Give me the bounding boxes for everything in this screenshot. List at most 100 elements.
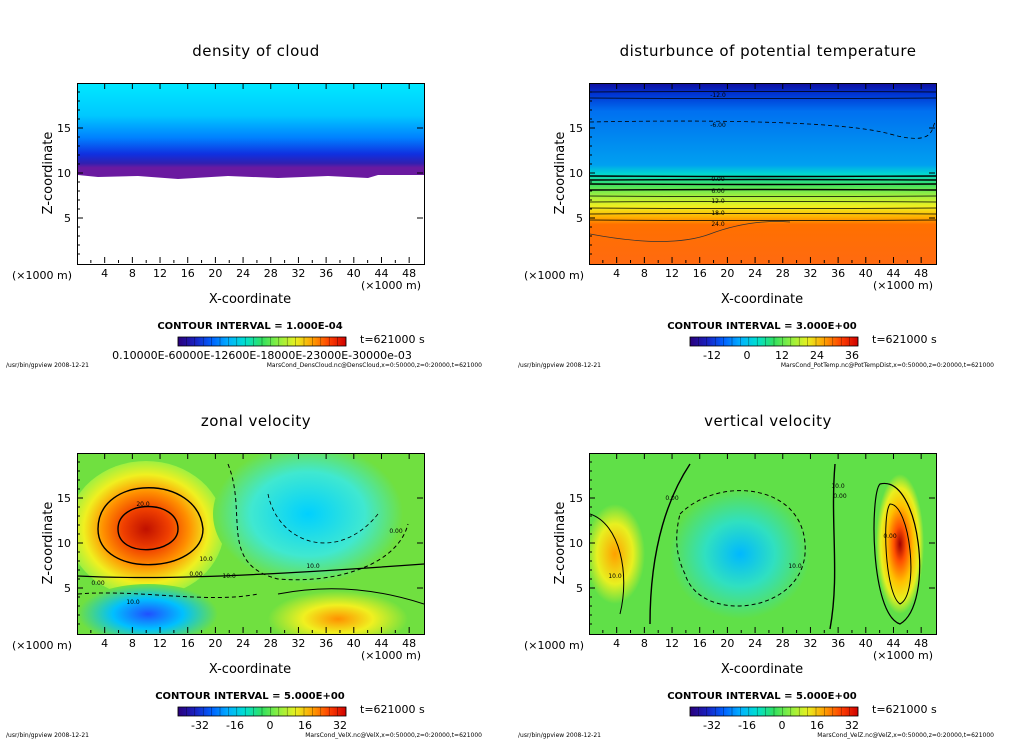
x-unit-left: (×1000 m) xyxy=(12,639,72,652)
updraft-region xyxy=(590,504,645,604)
contour-interval: CONTOUR INTERVAL = 5.000E+00 xyxy=(667,691,857,702)
x-tick-label: 4 xyxy=(613,637,620,650)
contour-interval: CONTOUR INTERVAL = 5.000E+00 xyxy=(155,691,345,702)
footer-right: MarsCond_DensCloud.nc@DensCloud,x=0:5000… xyxy=(267,362,482,369)
colorbar-tick-label: 24 xyxy=(810,349,824,362)
x-tick-label: 20 xyxy=(720,267,734,280)
x-tick-label: 12 xyxy=(153,637,167,650)
contour-label: 0.00 xyxy=(711,176,725,183)
time-label: t=621000 s xyxy=(872,703,937,716)
contour-line xyxy=(590,120,936,139)
colorbar-tick-label: 0 xyxy=(744,349,751,362)
colorbar-tick-label: -32 xyxy=(703,719,721,732)
time-label: t=621000 s xyxy=(872,333,937,346)
x-tick-label: 20 xyxy=(208,637,222,650)
contour-line xyxy=(590,195,936,197)
y-axis-label: Z-coordinate xyxy=(553,502,568,585)
x-tick-label: 16 xyxy=(693,637,707,650)
contour-label: 24.0 xyxy=(711,221,725,228)
x-tick-label: 48 xyxy=(914,267,928,280)
contour-line xyxy=(97,487,204,566)
contour-label: -12.0 xyxy=(710,92,726,99)
colorbar-tick-label: 0 xyxy=(267,719,274,732)
contour-line xyxy=(117,505,179,551)
x-unit-left: (×1000 m) xyxy=(524,639,584,652)
x-axis-label: X-coordinate xyxy=(209,292,291,307)
contour-line xyxy=(590,91,936,93)
x-tick-label: 24 xyxy=(236,267,250,280)
panel-title: vertical velocity xyxy=(704,412,832,430)
x-tick-label: 8 xyxy=(641,267,648,280)
panel-theta: disturbunce of potential temperature -12.… xyxy=(512,0,1024,370)
contour-line xyxy=(590,175,936,178)
contour-label: 12.0 xyxy=(711,198,725,205)
x-tick-label: 44 xyxy=(374,637,388,650)
contour-field: 20.0 10.0 0.00 10.0 0.00 -10.0 10.0 0.00 xyxy=(78,454,424,634)
y-tick-label: 10 xyxy=(569,167,583,180)
panel-title: density of cloud xyxy=(192,42,320,60)
contour-label: 6.00 xyxy=(711,188,725,195)
x-tick-label: 32 xyxy=(803,637,817,650)
contour-line xyxy=(590,213,936,215)
colorbar-tick-label: 32 xyxy=(845,719,859,732)
contour-line xyxy=(267,493,379,544)
contour-line xyxy=(590,219,936,221)
contour-label: 10.0 xyxy=(831,483,845,490)
footer-left: /usr/bin/gpview 2008-12-21 xyxy=(6,732,89,739)
y-axis-label: Z-coordinate xyxy=(553,132,568,215)
x-unit-right: (×1000 m) xyxy=(873,279,933,292)
x-tick-label: 24 xyxy=(236,637,250,650)
x-tick-label: 20 xyxy=(208,267,222,280)
contour-interval: CONTOUR INTERVAL = 3.000E+00 xyxy=(667,321,857,332)
contour-line xyxy=(590,207,936,209)
colorbar-tick-label: -16 xyxy=(226,719,244,732)
contour-label: -6.00 xyxy=(710,122,726,129)
x-tick-label: 28 xyxy=(776,267,790,280)
colorbar-tick-label: -16 xyxy=(738,719,756,732)
contour-line xyxy=(885,503,912,605)
x-tick-label: 36 xyxy=(831,267,845,280)
x-tick-label: 40 xyxy=(859,637,873,650)
x-tick-label: 48 xyxy=(914,637,928,650)
x-axis-label: X-coordinate xyxy=(721,662,803,677)
x-tick-label: 40 xyxy=(347,267,361,280)
plot-area: -12.0 -6.00 0.00 6.00 12.0 18.0 24.0 xyxy=(589,83,937,265)
y-tick-label: 5 xyxy=(64,582,71,595)
contour-interval: CONTOUR INTERVAL = 1.000E-04 xyxy=(157,321,342,332)
contour-line xyxy=(78,563,424,579)
x-tick-label: 28 xyxy=(776,637,790,650)
contour-label: 18.0 xyxy=(711,210,725,217)
contour-field xyxy=(78,84,424,264)
x-unit-right: (×1000 m) xyxy=(873,649,933,662)
x-tick-label: 8 xyxy=(641,637,648,650)
x-tick-label: 44 xyxy=(374,267,388,280)
theta-field xyxy=(590,84,936,264)
footer-right: MarsCond_VelX.nc@VelX,x=0:50000,z=0:2000… xyxy=(305,732,482,739)
contour-label: -10.0 xyxy=(220,573,236,580)
x-tick-label: 12 xyxy=(153,267,167,280)
cloud-layer xyxy=(78,84,424,174)
x-tick-label: 20 xyxy=(720,637,734,650)
contour-line xyxy=(873,483,921,625)
x-tick-label: 32 xyxy=(803,267,817,280)
y-tick-label: 5 xyxy=(64,212,71,225)
x-unit-left: (×1000 m) xyxy=(524,269,584,282)
x-tick-label: 44 xyxy=(886,267,900,280)
y-tick-label: 5 xyxy=(576,212,583,225)
panel-velz: vertical velocity 0.00 10.0 10.0 0.00 10.0 0.0… xyxy=(512,370,1024,740)
panel-velx: zonal velocity 20.0 10.0 0.00 10.0 0.00 -10.0 1… xyxy=(0,370,512,740)
y-tick-label: 15 xyxy=(57,122,71,135)
x-tick-label: 40 xyxy=(347,637,361,650)
contour-label: 10.0 xyxy=(608,573,622,580)
plot-area xyxy=(77,83,425,265)
x-tick-label: 4 xyxy=(101,637,108,650)
time-label: t=621000 s xyxy=(360,333,425,346)
footer-left: /usr/bin/gpview 2008-12-21 xyxy=(518,362,601,369)
x-tick-label: 4 xyxy=(101,267,108,280)
colorbar-tick-label: 16 xyxy=(298,719,312,732)
positive-region xyxy=(268,591,408,634)
x-tick-label: 24 xyxy=(748,637,762,650)
